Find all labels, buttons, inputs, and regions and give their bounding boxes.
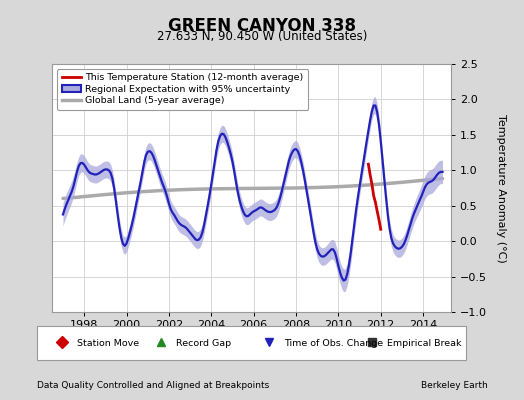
Text: Record Gap: Record Gap <box>176 338 232 348</box>
Legend: This Temperature Station (12-month average), Regional Expectation with 95% uncer: This Temperature Station (12-month avera… <box>57 69 309 110</box>
Text: Berkeley Earth: Berkeley Earth <box>421 381 487 390</box>
Y-axis label: Temperature Anomaly (°C): Temperature Anomaly (°C) <box>496 114 506 262</box>
Text: GREEN CANYON 338: GREEN CANYON 338 <box>168 17 356 35</box>
Text: Station Move: Station Move <box>78 338 139 348</box>
Text: 27.633 N, 90.450 W (United States): 27.633 N, 90.450 W (United States) <box>157 30 367 43</box>
FancyBboxPatch shape <box>37 326 466 360</box>
Text: Data Quality Controlled and Aligned at Breakpoints: Data Quality Controlled and Aligned at B… <box>37 381 269 390</box>
Text: Time of Obs. Change: Time of Obs. Change <box>284 338 383 348</box>
Text: Empirical Break: Empirical Break <box>387 338 461 348</box>
